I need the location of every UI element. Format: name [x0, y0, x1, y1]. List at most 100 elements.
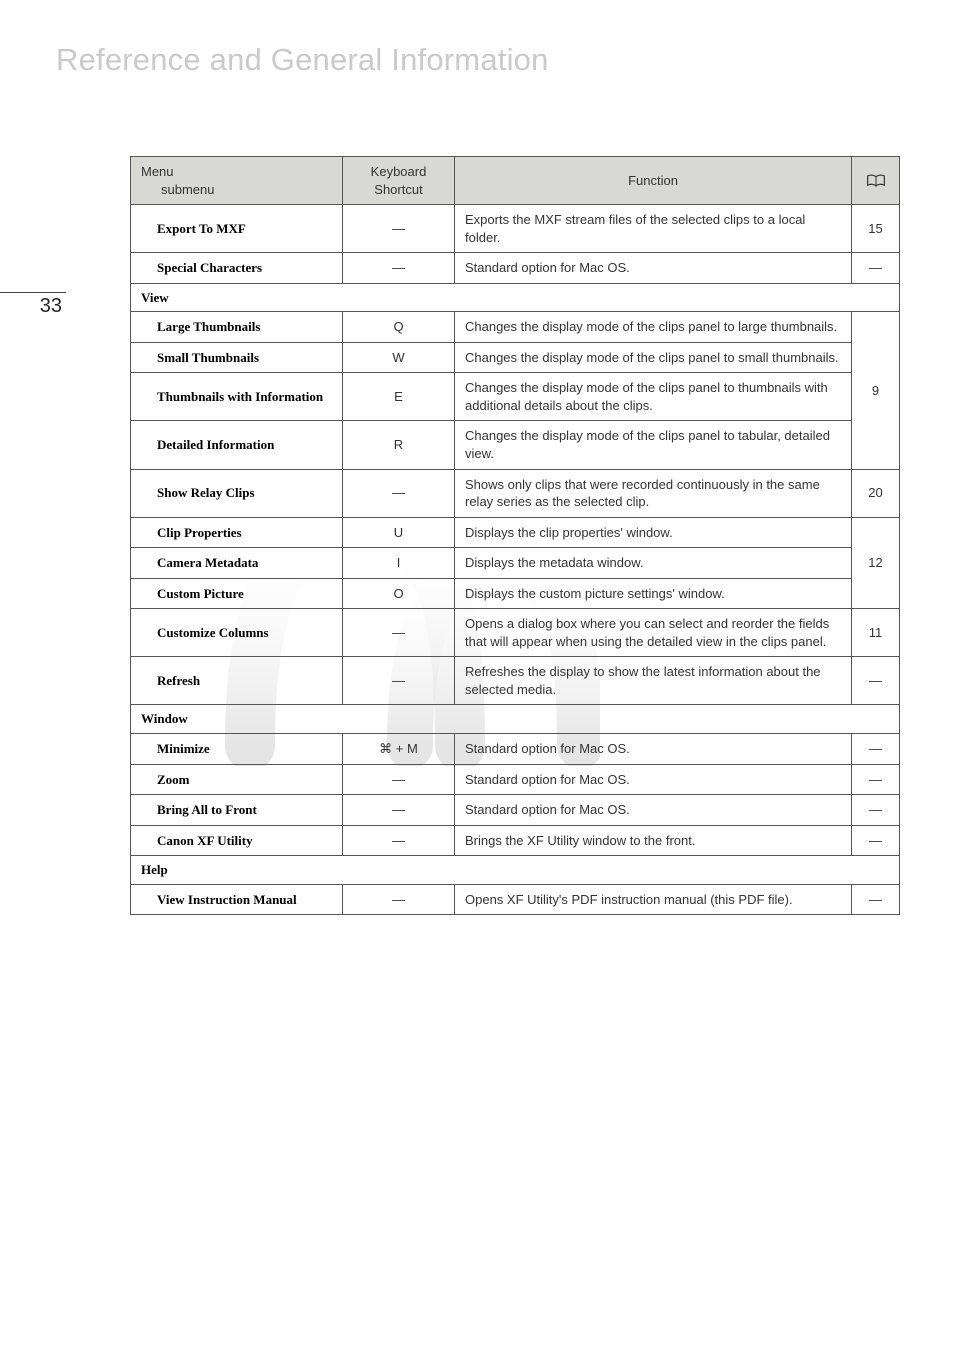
table-row: Show Relay Clips—Shows only clips that w… — [131, 469, 900, 517]
page: Reference and General Information 33 — [0, 0, 954, 1350]
cell-function: Exports the MXF stream files of the sele… — [455, 205, 852, 253]
cell-reference: — — [852, 825, 900, 856]
cell-reference: 15 — [852, 205, 900, 253]
cell-menu: Export To MXF — [131, 205, 343, 253]
cell-keyboard: O — [343, 578, 455, 609]
cell-function: Displays the custom picture settings' wi… — [455, 578, 852, 609]
page-title: Reference and General Information — [56, 42, 898, 78]
table-row: Thumbnails with InformationEChanges the … — [131, 373, 900, 421]
header-menu: Menu submenu — [131, 157, 343, 205]
table-row: Clip PropertiesUDisplays the clip proper… — [131, 517, 900, 548]
table-row: Export To MXF—Exports the MXF stream fil… — [131, 205, 900, 253]
cell-menu: Detailed Information — [131, 421, 343, 469]
section-row: View — [131, 283, 900, 312]
cell-function: Standard option for Mac OS. — [455, 764, 852, 795]
table-body: Export To MXF—Exports the MXF stream fil… — [131, 205, 900, 915]
cell-keyboard: — — [343, 825, 455, 856]
table-row: Zoom—Standard option for Mac OS.— — [131, 764, 900, 795]
cell-function: Shows only clips that were recorded cont… — [455, 469, 852, 517]
cell-function: Standard option for Mac OS. — [455, 253, 852, 284]
cell-function: Changes the display mode of the clips pa… — [455, 373, 852, 421]
cell-menu: Large Thumbnails — [131, 312, 343, 343]
cell-menu: Camera Metadata — [131, 548, 343, 579]
cell-reference: — — [852, 764, 900, 795]
header-menu-line2: submenu — [141, 181, 334, 199]
cell-reference: — — [852, 657, 900, 705]
cell-menu: Thumbnails with Information — [131, 373, 343, 421]
cell-keyboard: — — [343, 884, 455, 915]
cell-keyboard: W — [343, 342, 455, 373]
page-number-rule — [0, 292, 66, 293]
section-label: Window — [131, 705, 900, 734]
cell-keyboard: Q — [343, 312, 455, 343]
cell-menu: Customize Columns — [131, 609, 343, 657]
header-keyboard: Keyboard Shortcut — [343, 157, 455, 205]
cell-reference: 11 — [852, 609, 900, 657]
cell-function: Displays the metadata window. — [455, 548, 852, 579]
cell-function: Displays the clip properties' window. — [455, 517, 852, 548]
cell-function: Changes the display mode of the clips pa… — [455, 312, 852, 343]
cell-menu: Refresh — [131, 657, 343, 705]
table-row: Customize Columns—Opens a dialog box whe… — [131, 609, 900, 657]
cell-keyboard: E — [343, 373, 455, 421]
cell-keyboard: — — [343, 469, 455, 517]
cell-reference: — — [852, 253, 900, 284]
table-container: Menu submenu Keyboard Shortcut Function … — [130, 156, 900, 915]
page-number-gutter: 33 — [0, 292, 66, 318]
cell-function: Brings the XF Utility window to the fron… — [455, 825, 852, 856]
cell-menu: Show Relay Clips — [131, 469, 343, 517]
cell-keyboard: — — [343, 253, 455, 284]
table-row: Custom PictureODisplays the custom pictu… — [131, 578, 900, 609]
cell-keyboard: ⌘ + M — [343, 734, 455, 765]
cell-keyboard: — — [343, 764, 455, 795]
header-menu-line1: Menu — [141, 163, 334, 181]
cell-reference: — — [852, 734, 900, 765]
table-row: Small ThumbnailsWChanges the display mod… — [131, 342, 900, 373]
table-row: Large ThumbnailsQChanges the display mod… — [131, 312, 900, 343]
cell-function: Changes the display mode of the clips pa… — [455, 342, 852, 373]
table-row: Minimize⌘ + MStandard option for Mac OS.… — [131, 734, 900, 765]
header-reference — [852, 157, 900, 205]
section-label: Help — [131, 856, 900, 885]
table-row: Camera MetadataIDisplays the metadata wi… — [131, 548, 900, 579]
table-row: Canon XF Utility—Brings the XF Utility w… — [131, 825, 900, 856]
cell-keyboard: R — [343, 421, 455, 469]
cell-function: Refreshes the display to show the latest… — [455, 657, 852, 705]
section-label: View — [131, 283, 900, 312]
cell-function: Standard option for Mac OS. — [455, 795, 852, 826]
cell-reference: 9 — [852, 312, 900, 469]
cell-menu: Minimize — [131, 734, 343, 765]
table-row: Bring All to Front—Standard option for M… — [131, 795, 900, 826]
cell-keyboard: — — [343, 205, 455, 253]
section-row: Window — [131, 705, 900, 734]
cell-function: Opens XF Utility's PDF instruction manua… — [455, 884, 852, 915]
cell-keyboard: U — [343, 517, 455, 548]
table-header-row: Menu submenu Keyboard Shortcut Function — [131, 157, 900, 205]
cell-function: Opens a dialog box where you can select … — [455, 609, 852, 657]
cell-reference: — — [852, 795, 900, 826]
table-row: View Instruction Manual—Opens XF Utility… — [131, 884, 900, 915]
book-icon — [866, 173, 886, 188]
cell-keyboard: — — [343, 657, 455, 705]
cell-menu: Clip Properties — [131, 517, 343, 548]
section-row: Help — [131, 856, 900, 885]
cell-keyboard: — — [343, 609, 455, 657]
cell-menu: View Instruction Manual — [131, 884, 343, 915]
cell-menu: Special Characters — [131, 253, 343, 284]
page-number: 33 — [0, 295, 66, 318]
cell-reference: 20 — [852, 469, 900, 517]
cell-menu: Zoom — [131, 764, 343, 795]
cell-function: Standard option for Mac OS. — [455, 734, 852, 765]
cell-keyboard: I — [343, 548, 455, 579]
cell-reference: 12 — [852, 517, 900, 609]
table-row: Refresh—Refreshes the display to show th… — [131, 657, 900, 705]
cell-keyboard: — — [343, 795, 455, 826]
table-row: Detailed InformationRChanges the display… — [131, 421, 900, 469]
cell-menu: Custom Picture — [131, 578, 343, 609]
header-function: Function — [455, 157, 852, 205]
cell-menu: Bring All to Front — [131, 795, 343, 826]
shortcuts-table: Menu submenu Keyboard Shortcut Function … — [130, 156, 900, 915]
cell-function: Changes the display mode of the clips pa… — [455, 421, 852, 469]
cell-menu: Small Thumbnails — [131, 342, 343, 373]
table-row: Special Characters—Standard option for M… — [131, 253, 900, 284]
